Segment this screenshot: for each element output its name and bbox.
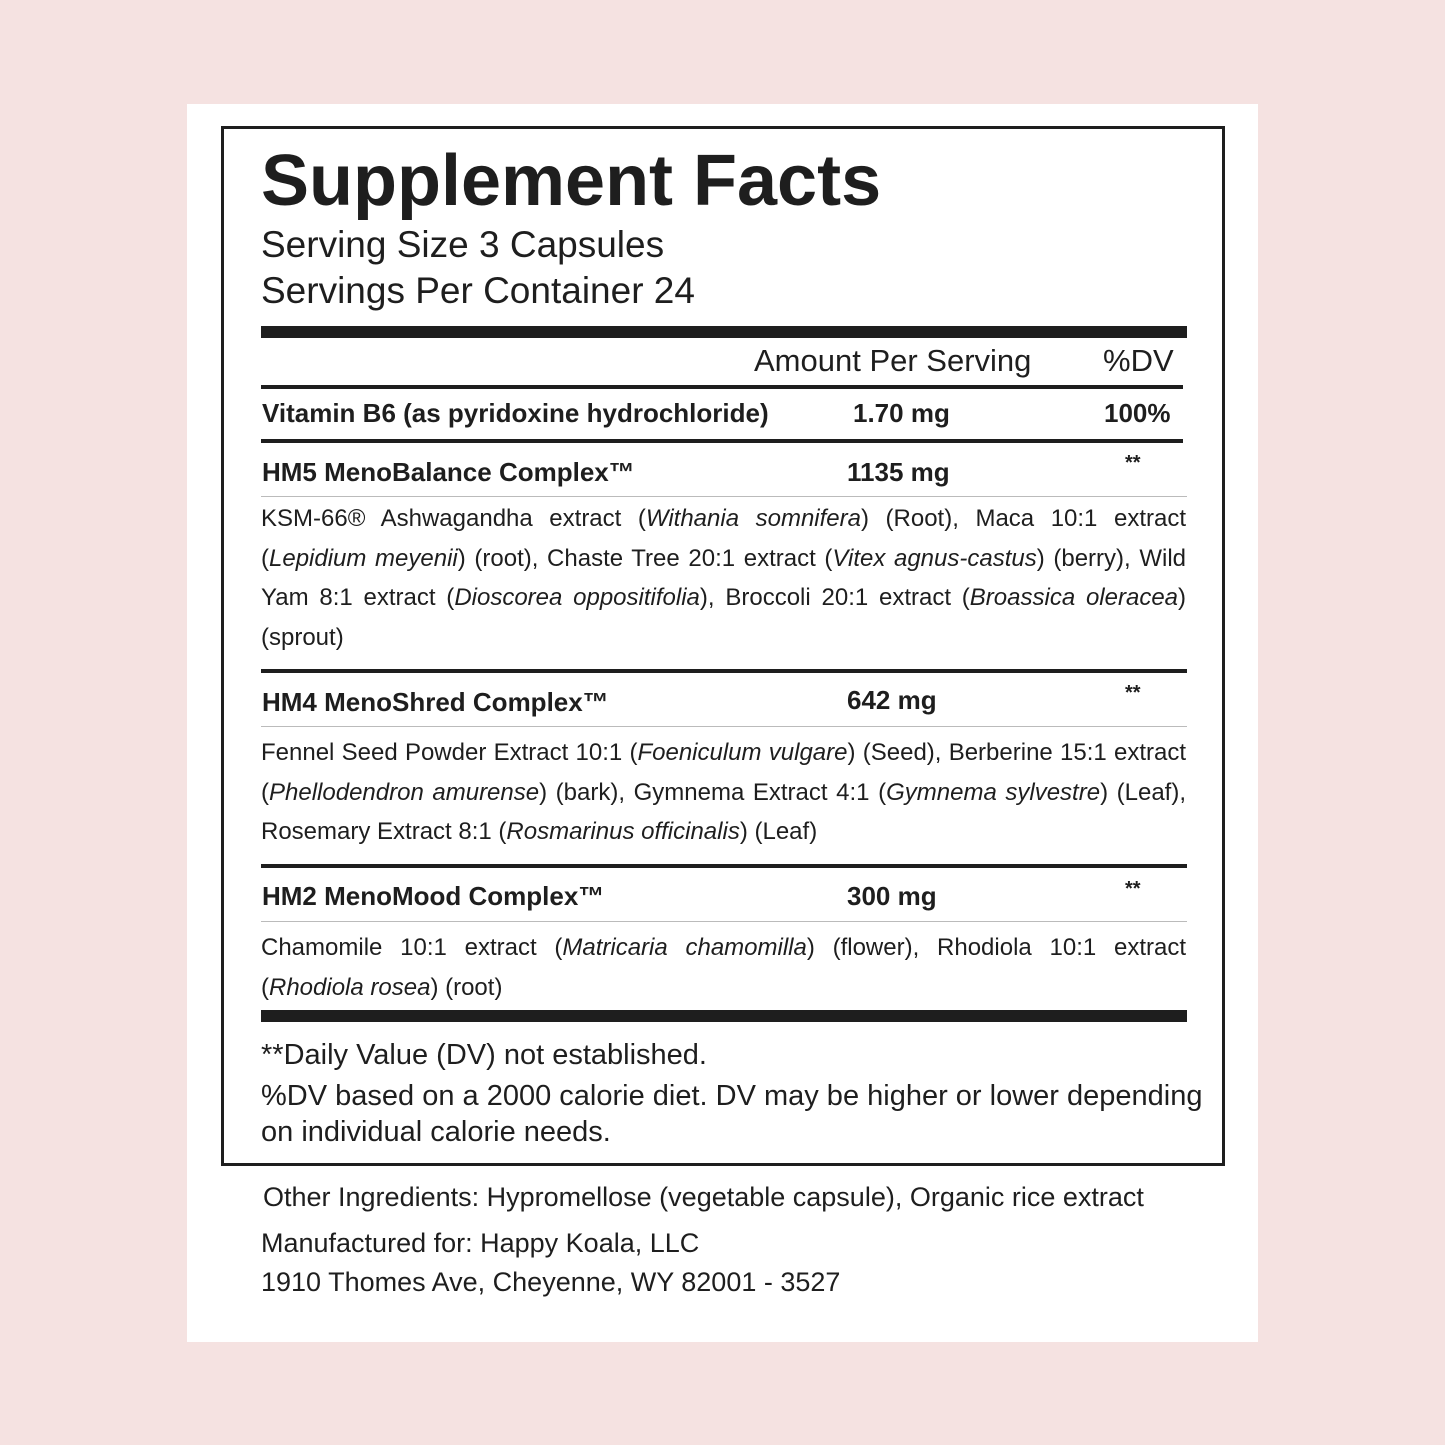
thick-divider xyxy=(261,326,1187,338)
serving-size: Serving Size 3 Capsules xyxy=(261,224,665,265)
ingredient-text: ) (Leaf), xyxy=(1100,778,1186,806)
manufacturer-name: Happy Koala, LLC xyxy=(480,1228,700,1258)
other-ingredients: Other Ingredients: Hypromellose (vegetab… xyxy=(263,1182,1144,1213)
ingredient-text: ) (berry), Wild xyxy=(1036,544,1186,572)
ingredient-text: ) (bark), Gymnema Extract 4:1 ( xyxy=(539,778,887,806)
divider xyxy=(261,439,1183,443)
divider xyxy=(261,864,1187,868)
footnote-calorie-diet: %DV based on a 2000 calorie diet. DV may… xyxy=(261,1080,1203,1112)
botanical-name: Phellodendron amurense xyxy=(269,778,540,806)
botanical-name: Matricaria chamomilla xyxy=(562,934,807,961)
complex-ingredients: Fennel Seed Powder Extract 10:1 (Foenicu… xyxy=(261,733,1186,852)
ingredient-text: (sprout) xyxy=(261,623,344,651)
ingredient-line: (Rhodiola rosea) (root) xyxy=(261,968,1186,1008)
ingredient-text: ) (Root), Maca 10:1 extract xyxy=(860,505,1186,532)
ingredient-line: (Phellodendron amurense) (bark), Gymnema… xyxy=(261,773,1186,813)
thin-divider xyxy=(261,496,1187,497)
ingredient-text: ( xyxy=(261,778,269,806)
botanical-name: Foeniculum vulgare xyxy=(637,739,848,766)
botanical-name: Rosmarinus officinalis xyxy=(506,818,740,845)
nutrient-name: Vitamin B6 (as pyridoxine hydrochloride) xyxy=(262,398,769,428)
manufacturer-address: 1910 Thomes Ave, Cheyenne, WY 82001 - 35… xyxy=(261,1267,841,1297)
ingredient-text: Fennel Seed Powder Extract 10:1 ( xyxy=(261,739,638,766)
divider xyxy=(261,669,1187,673)
ingredient-text: ) (root), Chaste Tree 20:1 extract ( xyxy=(457,544,833,572)
ingredient-text: ) (flower), Rhodiola 10:1 extract xyxy=(806,934,1186,961)
thick-divider xyxy=(261,1010,1187,1022)
botanical-name: Lepidium meyenii xyxy=(269,544,458,572)
ingredient-text: KSM-66® Ashwagandha extract ( xyxy=(261,505,646,532)
complex-ingredients: Chamomile 10:1 extract (Matricaria chamo… xyxy=(261,928,1186,1007)
ingredient-text: ( xyxy=(261,973,269,1001)
ingredient-text: ), Broccoli 20:1 extract ( xyxy=(699,584,970,611)
complex-name: HM5 MenoBalance Complex™ xyxy=(262,457,635,487)
botanical-name: Gymnema sylvestre xyxy=(886,778,1101,806)
panel-title: Supplement Facts xyxy=(261,141,882,221)
ingredient-text: ( xyxy=(261,544,269,572)
divider xyxy=(261,385,1183,389)
manufacturer: Manufactured for: Happy Koala, LLC xyxy=(261,1228,699,1259)
thin-divider xyxy=(261,726,1187,727)
ingredient-text: Rosemary Extract 8:1 ( xyxy=(261,818,507,845)
ingredient-line: Rosemary Extract 8:1 (Rosmarinus officin… xyxy=(261,812,1186,852)
complex-dv: ** xyxy=(1125,682,1141,704)
complex-amount: 642 mg xyxy=(847,685,937,715)
ingredient-line: (sprout) xyxy=(261,618,1186,658)
complex-amount: 300 mg xyxy=(847,881,937,911)
ingredient-line: KSM-66® Ashwagandha extract (Withania so… xyxy=(261,499,1186,539)
dv-header: %DV xyxy=(1103,343,1174,378)
complex-dv: ** xyxy=(1125,452,1141,474)
ingredient-text: ) (Leaf) xyxy=(739,818,818,845)
label-card xyxy=(187,104,1258,1342)
ingredient-text: Chamomile 10:1 extract ( xyxy=(261,934,563,961)
botanical-name: Withania somnifera xyxy=(645,505,861,532)
ingredient-text: ) (root) xyxy=(430,973,503,1001)
ingredient-text: Yam 8:1 extract ( xyxy=(261,584,455,611)
other-ingredients-label: Other Ingredients: xyxy=(263,1182,480,1212)
other-ingredients-value: Hypromellose (vegetable capsule), Organi… xyxy=(479,1182,1144,1212)
botanical-name: Dioscorea oppositifolia xyxy=(454,584,700,611)
supplement-facts-panel xyxy=(221,126,1225,1166)
botanical-name: Vitex agnus-castus xyxy=(832,544,1037,572)
servings-per-container: Servings Per Container 24 xyxy=(261,270,695,311)
manufacturer-label: Manufactured for: xyxy=(261,1228,481,1258)
ingredient-line: Yam 8:1 extract (Dioscorea oppositifolia… xyxy=(261,578,1186,618)
ingredient-line: (Lepidium meyenii) (root), Chaste Tree 2… xyxy=(261,539,1186,579)
complex-name: HM2 MenoMood Complex™ xyxy=(262,881,605,911)
nutrient-dv: 100% xyxy=(1104,398,1171,428)
footnote-calorie-needs: on individual calorie needs. xyxy=(261,1116,611,1148)
ingredient-text: ) (Seed), Berberine 15:1 extract xyxy=(847,739,1187,766)
botanical-name: Broassica oleracea xyxy=(969,584,1179,611)
complex-ingredients: KSM-66® Ashwagandha extract (Withania so… xyxy=(261,499,1186,657)
complex-amount: 1135 mg xyxy=(847,457,950,487)
nutrient-amount: 1.70 mg xyxy=(853,398,950,428)
thin-divider xyxy=(261,921,1187,922)
amount-header: Amount Per Serving xyxy=(754,343,1032,378)
ingredient-line: Chamomile 10:1 extract (Matricaria chamo… xyxy=(261,928,1186,968)
ingredient-text: ) xyxy=(1178,584,1187,611)
complex-dv: ** xyxy=(1125,878,1141,900)
botanical-name: Rhodiola rosea xyxy=(269,973,431,1001)
complex-name: HM4 MenoShred Complex™ xyxy=(262,687,609,717)
footnote-dv-not-established: **Daily Value (DV) not established. xyxy=(261,1039,707,1071)
ingredient-line: Fennel Seed Powder Extract 10:1 (Foenicu… xyxy=(261,733,1186,773)
